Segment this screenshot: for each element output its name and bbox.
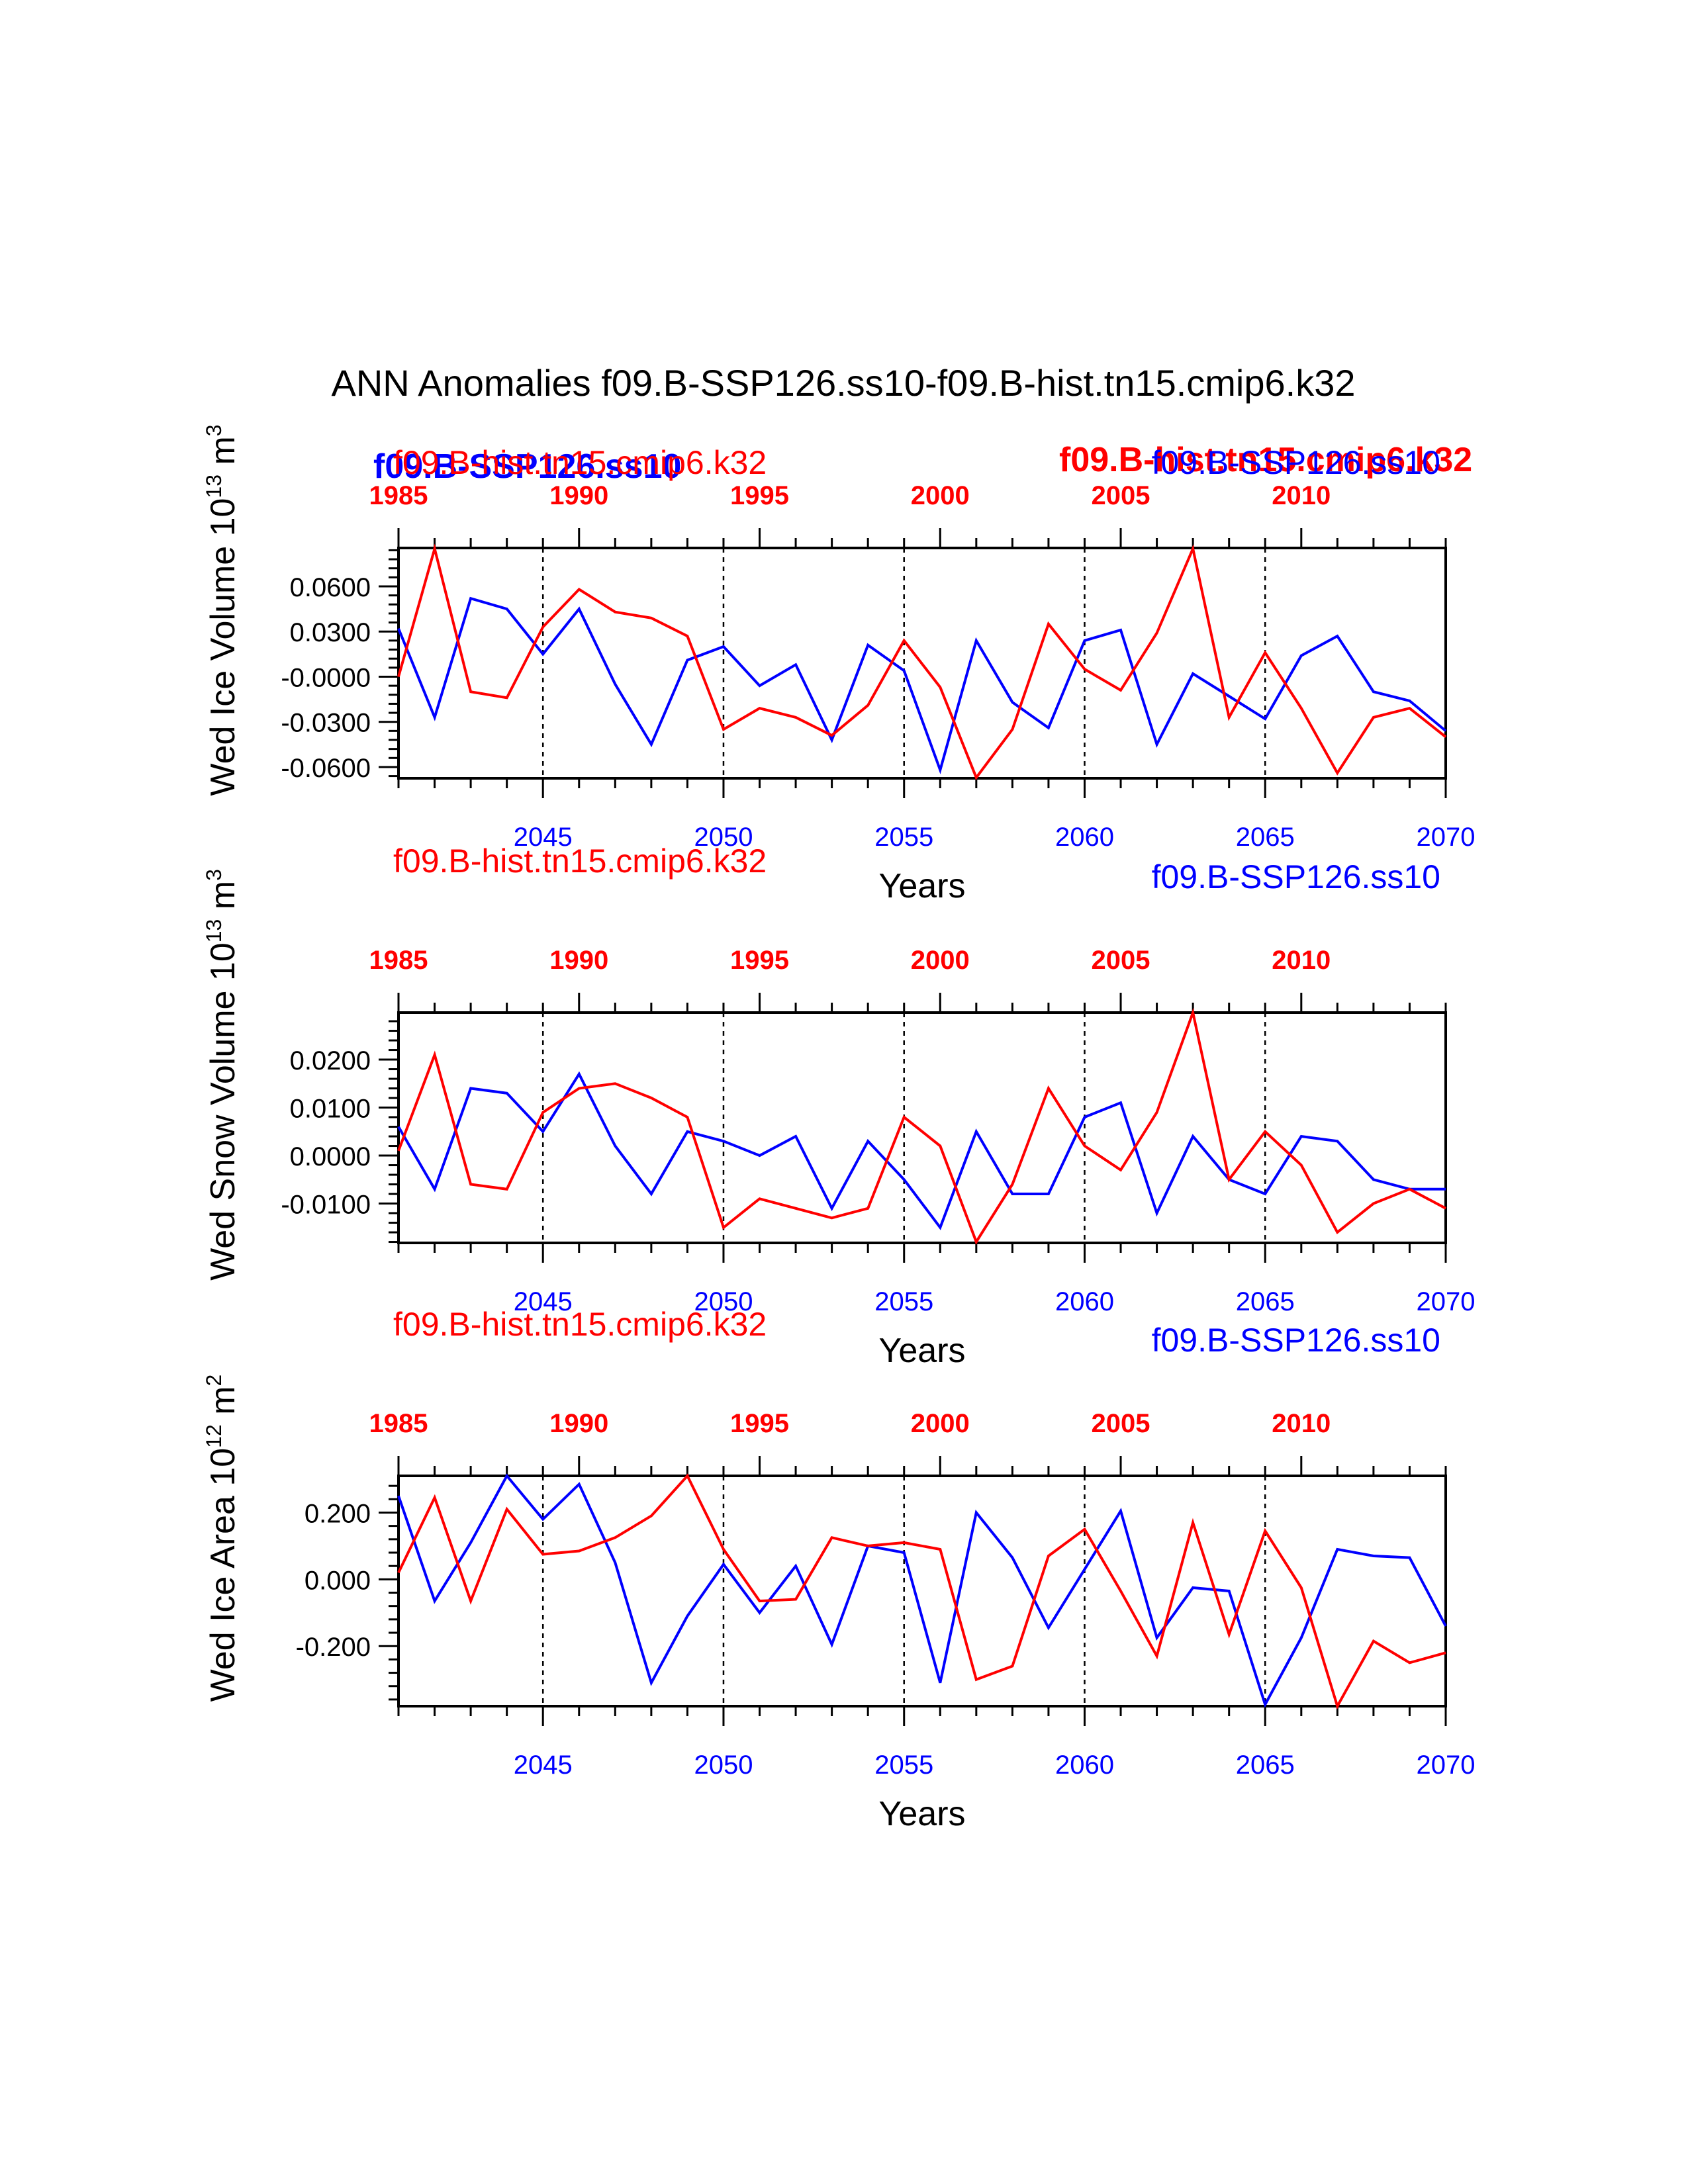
- x-axis-label: Years: [878, 1795, 965, 1833]
- x-tick-label: 2045: [514, 1751, 573, 1780]
- y-tick-label: -0.0600: [281, 754, 371, 783]
- x-tick-label: 2060: [1055, 1287, 1114, 1316]
- panel1-hist-bold-label: f09.B-hist.tn15.cmip6.k32: [1059, 441, 1472, 479]
- hist-series-line: [397, 1007, 1446, 1245]
- ssp-series-line: [397, 1473, 1447, 1708]
- y-tick-label: 0.0200: [290, 1046, 371, 1075]
- top-tick-label: 1985: [369, 1409, 428, 1438]
- top-tick-label: 1990: [549, 1409, 608, 1438]
- top-tick-label: 2005: [1092, 481, 1150, 510]
- y-tick-label: 0.0300: [290, 618, 371, 647]
- hist-series-line: [397, 543, 1447, 780]
- top-tick-label: 2000: [911, 481, 970, 510]
- ssp-series-line: [397, 596, 1447, 775]
- x-tick-label: 2055: [874, 1751, 933, 1780]
- x-tick-label: 2050: [694, 1751, 753, 1780]
- y-tick-label: -0.200: [296, 1633, 371, 1662]
- x-tick-label: 2050: [694, 823, 753, 852]
- x-tick-label: 2045: [514, 1287, 573, 1316]
- plot-frame: [397, 547, 1447, 780]
- top-tick-label: 2010: [1272, 1409, 1331, 1438]
- x-axis-label: Years: [878, 1332, 965, 1370]
- top-tick-label: 1985: [369, 481, 428, 510]
- panel1-ssp-bold-label: f09.B-SSP126.ss10: [373, 447, 681, 486]
- y-axis-label: Wed Ice Volume 1013 m3: [202, 424, 242, 796]
- y-axis-label: Wed Ice Area 1012 m2: [202, 1375, 242, 1702]
- y-tick-label: -0.0100: [281, 1191, 371, 1220]
- x-tick-label: 2050: [694, 1287, 753, 1316]
- hist-series-line: [397, 1473, 1446, 1710]
- top-tick-label: 2000: [911, 946, 970, 975]
- plot-frame: [397, 1475, 1447, 1707]
- y-tick-label: -0.0000: [281, 663, 371, 692]
- y-tick-label: -0.0300: [281, 709, 371, 738]
- y-tick-label: 0.0600: [290, 573, 371, 602]
- plot-frame: [397, 1011, 1447, 1244]
- x-tick-label: 2065: [1236, 1287, 1295, 1316]
- top-tick-label: 1990: [549, 481, 608, 510]
- top-tick-label: 2000: [911, 1409, 970, 1438]
- panel-snow-volume: -0.0100 0.0000 0.0100 0.0200 2045 2050 2055 206…: [202, 842, 1475, 1370]
- ssp-series-label: f09.B-SSP126.ss10: [1152, 444, 1440, 481]
- top-tick-label: 2005: [1092, 1409, 1150, 1438]
- x-tick-label: 2060: [1055, 823, 1114, 852]
- x-axis-label: Years: [878, 867, 965, 905]
- y-tick-label: 0.000: [305, 1566, 371, 1595]
- top-tick-label: 1995: [730, 1409, 789, 1438]
- y-tick-label: 0.0000: [290, 1142, 371, 1171]
- top-tick-label: 2010: [1272, 946, 1331, 975]
- top-tick-label: 2010: [1272, 481, 1331, 510]
- panel-ice-volume: -0.0600 -0.0300 -0.0000 0.0300 0.0600 2045 205…: [202, 424, 1475, 905]
- x-tick-label: 2065: [1236, 823, 1295, 852]
- main-title: ANN Anomalies f09.B-SSP126.ss10-f09.B-hi…: [332, 362, 1356, 404]
- top-tick-label: 1985: [369, 946, 428, 975]
- top-tick-label: 1990: [549, 946, 608, 975]
- hist-series-label: f09.B-hist.tn15.cmip6.k32: [393, 1306, 767, 1343]
- ssp-series-label: f09.B-SSP126.ss10: [1152, 858, 1440, 895]
- top-tick-label: 2005: [1092, 946, 1150, 975]
- y-axis-label: Wed Snow Volume 1013 m3: [202, 869, 242, 1281]
- ssp-series-line: [397, 1071, 1446, 1230]
- hist-series-label: f09.B-hist.tn15.cmip6.k32: [393, 444, 767, 481]
- y-tick-label: 0.0100: [290, 1095, 371, 1124]
- x-tick-label: 2070: [1417, 1751, 1476, 1780]
- hist-series-label: f09.B-hist.tn15.cmip6.k32: [393, 842, 767, 880]
- x-tick-label: 2060: [1055, 1751, 1114, 1780]
- ssp-series-label: f09.B-SSP126.ss10: [1152, 1322, 1440, 1359]
- x-tick-label: 2055: [874, 1287, 933, 1316]
- x-tick-label: 2065: [1236, 1751, 1295, 1780]
- x-tick-label: 2070: [1417, 823, 1476, 852]
- x-tick-label: 2055: [874, 823, 933, 852]
- x-tick-label: 2045: [514, 823, 573, 852]
- panel-ice-area: -0.200 0.000 0.200 2045 2050 2055 2060 2065 2070…: [202, 1306, 1475, 1833]
- top-tick-label: 1995: [730, 481, 789, 510]
- top-tick-label: 1995: [730, 946, 789, 975]
- y-tick-label: 0.200: [305, 1499, 371, 1528]
- x-tick-label: 2070: [1417, 1287, 1476, 1316]
